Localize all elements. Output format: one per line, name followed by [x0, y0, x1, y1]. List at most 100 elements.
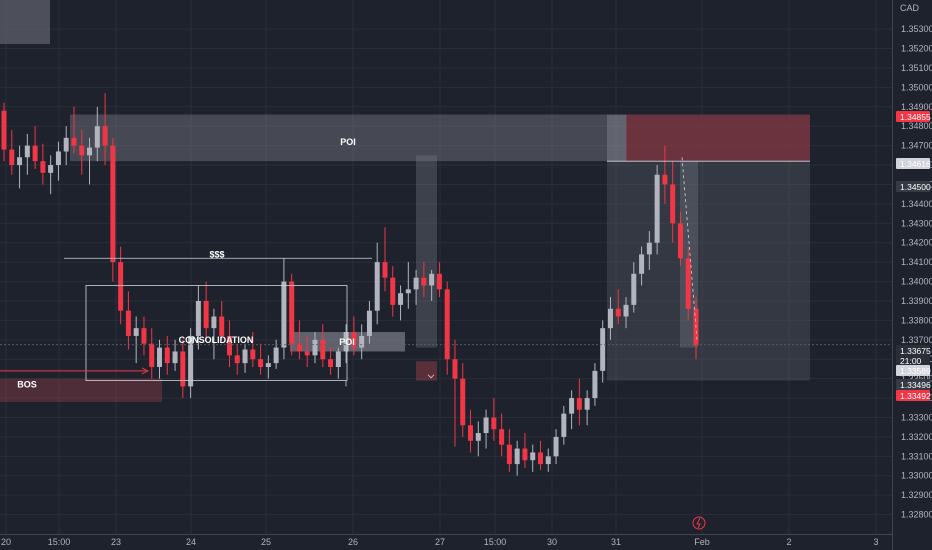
bear-candle: [296, 343, 302, 352]
price-tag-label: 1.33492: [900, 391, 931, 401]
bull-candle: [475, 433, 481, 441]
bos-label: BOS: [17, 379, 37, 389]
bull-candle: [211, 316, 217, 329]
poi-zone-overlap: [607, 114, 627, 162]
bull-candle: [646, 242, 652, 255]
price-tick-label: 1.35000: [901, 82, 932, 92]
price-tag: [896, 158, 930, 169]
price-tick-label: 1.33900: [901, 296, 932, 306]
bear-candle: [250, 349, 256, 360]
bull-candle: [545, 456, 551, 465]
price-tick-label: 1.34400: [901, 199, 932, 209]
time-tick-label: 15:00: [484, 537, 507, 547]
price-tick-label: 1.33000: [901, 471, 932, 481]
time-tick-label: 20: [1, 537, 11, 547]
price-tick-label: 1.33100: [901, 451, 932, 461]
bull-candle: [188, 335, 194, 387]
bull-candle: [55, 151, 61, 166]
price-tick-label: 1.32800: [901, 510, 932, 520]
bull-candle: [87, 147, 93, 156]
vertical-gridlines: [5, 0, 877, 534]
bear-candle: [670, 184, 676, 224]
flash-icon[interactable]: [692, 516, 706, 530]
price-tag: [896, 111, 930, 122]
vertical-zone: [416, 155, 437, 348]
prior-zone-box: [0, 0, 50, 44]
price-tag: [896, 345, 930, 356]
price-tag: [896, 379, 930, 390]
bull-candle: [623, 304, 629, 317]
price-tick-label: 1.35200: [901, 44, 932, 54]
bear-candle: [460, 378, 466, 426]
bear-candle: [79, 145, 85, 156]
bull-candle: [312, 339, 318, 356]
bull-candle: [607, 308, 613, 329]
bull-candle: [17, 157, 23, 166]
bear-candle: [499, 429, 505, 445]
time-tick-label: 24: [186, 537, 196, 547]
bear-candle: [615, 308, 621, 317]
bear-candle: [141, 328, 147, 344]
time-tick-label: 23: [111, 537, 121, 547]
bear-candle: [164, 347, 170, 364]
bear-candle: [110, 145, 116, 263]
bear-candle: [436, 273, 442, 290]
bull-candle: [654, 174, 660, 243]
bull-candle: [265, 363, 271, 368]
price-tick-label: 1.34900: [901, 102, 932, 112]
time-tick-label: 26: [348, 537, 358, 547]
price-tick-label: 1.34000: [901, 277, 932, 287]
chevron-down-icon: [427, 374, 435, 379]
bear-candle: [382, 262, 388, 278]
bull-candle: [398, 293, 404, 305]
bear-candle: [149, 343, 155, 368]
candles-layer: [1, 93, 699, 476]
bear-candle: [71, 137, 77, 146]
bear-candle: [491, 417, 497, 430]
bull-candle: [335, 351, 341, 368]
consolidation-box: [85, 285, 348, 381]
bull-candle: [94, 126, 100, 148]
bear-candle: [289, 281, 295, 344]
bear-candle: [421, 277, 427, 286]
bull-candle: [24, 145, 30, 158]
bear-candle: [180, 351, 186, 387]
bull-candle: [639, 254, 645, 274]
currency-label: CAD: [900, 3, 920, 13]
bear-candle: [685, 258, 691, 309]
bull-candle: [133, 328, 139, 336]
price-tag-label: 1.34616: [900, 159, 931, 169]
price-tick-label: 1.33800: [901, 315, 932, 325]
bear-candle: [125, 310, 131, 336]
bull-candle: [63, 137, 69, 152]
price-tick-label: 1.33200: [901, 432, 932, 442]
bull-candle: [343, 332, 349, 352]
bull-candle: [273, 347, 279, 364]
time-tick-label: 31: [611, 537, 621, 547]
bull-candle: [584, 398, 590, 410]
bull-candle: [569, 398, 575, 414]
bos-arrow-head: [141, 367, 150, 375]
bull-candle: [631, 273, 637, 305]
time-tick-label: 30: [547, 537, 557, 547]
price-tick-label: 1.35100: [901, 63, 932, 73]
bear-candle: [219, 316, 225, 336]
zones-layer: [0, 0, 810, 402]
price-tick-label: 1.33500: [901, 374, 932, 384]
bear-candle: [320, 339, 326, 360]
price-tag-label: 1.34855: [900, 112, 931, 122]
bear-candle: [102, 126, 108, 146]
bear-candle: [468, 425, 474, 441]
flash-icon-bolt: [696, 517, 701, 529]
bull-candle: [514, 448, 520, 465]
price-tick-label: 1.35300: [901, 24, 932, 34]
consolidation-label: CONSOLIDATION: [179, 335, 254, 345]
bear-candle: [537, 452, 543, 465]
price-tick-label: 1.33300: [901, 412, 932, 422]
bear-candle: [304, 351, 310, 356]
bull-candle: [530, 452, 536, 461]
bull-candle: [48, 165, 54, 173]
bull-candle: [561, 413, 567, 437]
price-tag: [896, 365, 930, 376]
